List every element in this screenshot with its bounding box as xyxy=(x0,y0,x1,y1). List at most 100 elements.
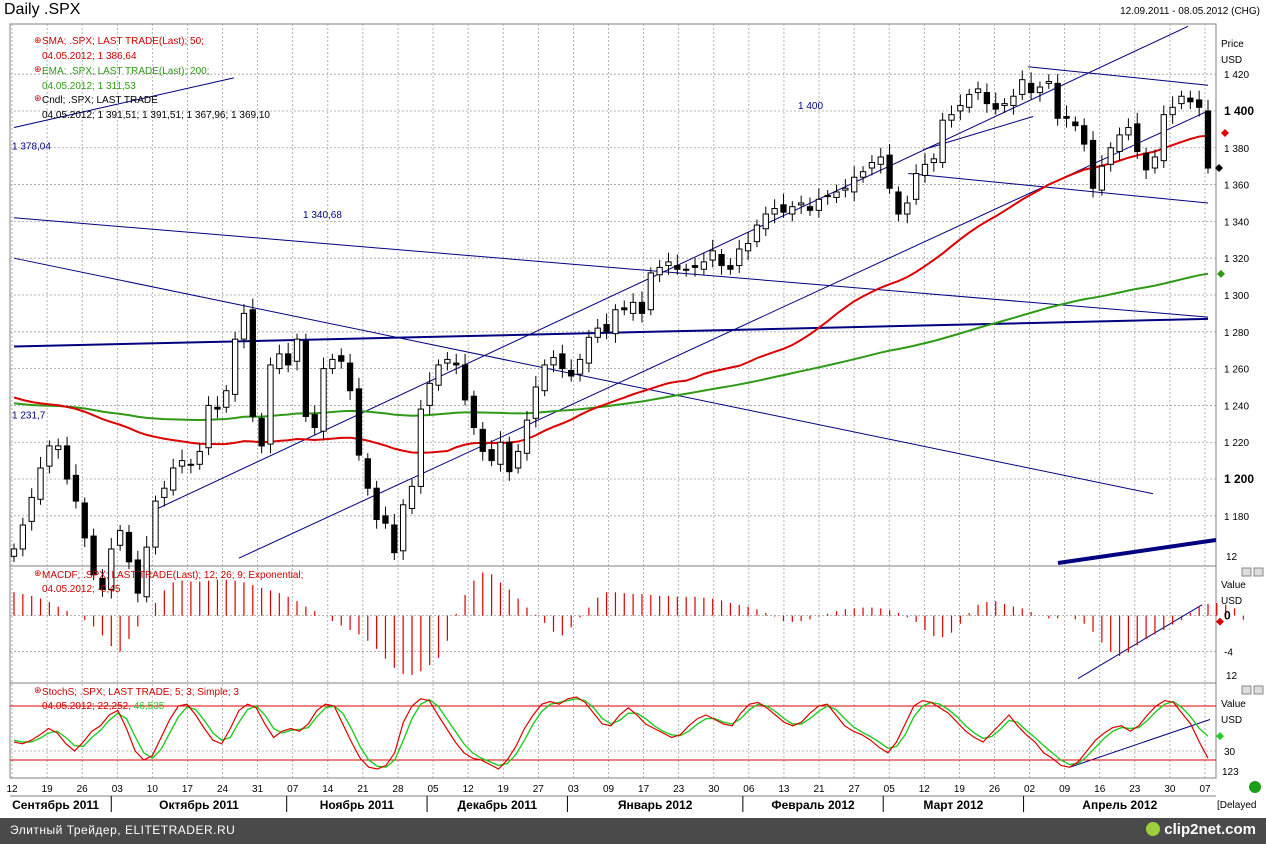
candle-body xyxy=(249,309,256,417)
candle xyxy=(957,94,964,121)
month-label: Апрель 2012 xyxy=(1082,798,1157,812)
legend-sma-icon[interactable]: ⊕ xyxy=(34,35,42,45)
candle-body xyxy=(1072,121,1079,127)
price-annotation: 1 378,04 xyxy=(12,141,51,152)
candle-body xyxy=(1054,82,1061,119)
x-tick-label: 09 xyxy=(1059,784,1071,795)
candle xyxy=(1187,90,1194,110)
price-tick-label: 1 380 xyxy=(1224,144,1249,155)
candle-body xyxy=(1160,114,1167,162)
candle-body xyxy=(170,467,177,491)
x-tick-label: 26 xyxy=(77,784,89,795)
trendline xyxy=(908,173,1209,204)
price-scale-mark[interactable]: 12 xyxy=(1226,552,1238,563)
candle xyxy=(55,438,62,459)
candle-body xyxy=(789,206,796,215)
candle xyxy=(904,195,911,224)
stoch-k-line xyxy=(13,696,1209,770)
trendline-strong xyxy=(1057,538,1217,565)
footer-source: Элитный Трейдер, ELITETRADER.RU xyxy=(10,823,236,837)
x-tick-label: 06 xyxy=(743,784,755,795)
candle xyxy=(1204,99,1212,174)
candle xyxy=(258,412,265,454)
candle-body xyxy=(718,254,725,267)
legend-stoch-icon[interactable]: ⊕ xyxy=(34,685,42,695)
candle-body xyxy=(435,364,442,386)
candle xyxy=(1169,96,1176,124)
candle-body xyxy=(753,224,761,243)
candle xyxy=(1196,90,1203,117)
candle-body xyxy=(355,388,363,456)
candle-body xyxy=(10,548,18,557)
stoch-scale-mark[interactable]: 123 xyxy=(1222,767,1239,778)
legend-cndl-icon[interactable]: ⊕ xyxy=(34,93,42,103)
candle-body xyxy=(461,364,469,401)
stoch-panel-controls[interactable] xyxy=(1241,685,1264,695)
x-tick-label: 17 xyxy=(182,784,194,795)
footer-brand[interactable]: clip2net.com xyxy=(1146,821,1256,838)
price-annotation: 1 231,7 xyxy=(12,411,46,422)
candle-body xyxy=(576,358,584,375)
ema-200-line xyxy=(13,272,1209,422)
x-tick-label: 19 xyxy=(954,784,966,795)
trendline xyxy=(13,217,1209,318)
x-tick-label: 30 xyxy=(708,784,720,795)
candle xyxy=(81,497,88,548)
candle xyxy=(541,359,548,397)
candle xyxy=(338,348,345,369)
candle xyxy=(789,201,796,222)
candle-body xyxy=(81,502,88,539)
candle-body xyxy=(1001,103,1008,106)
clip2net-logo-icon xyxy=(1146,822,1161,836)
candle-body xyxy=(514,450,522,469)
candle-body xyxy=(780,204,787,213)
candle xyxy=(63,436,71,485)
candle-body xyxy=(1107,147,1114,165)
candle xyxy=(72,464,80,509)
candle xyxy=(833,184,840,203)
candle-body xyxy=(744,242,752,252)
candle xyxy=(320,357,327,441)
candle xyxy=(1072,116,1079,132)
candle-body xyxy=(408,485,416,509)
candle xyxy=(196,444,203,470)
candle-body xyxy=(771,208,778,215)
candle-body xyxy=(983,92,991,105)
candle xyxy=(806,197,814,216)
candle xyxy=(1142,147,1150,180)
candle-body xyxy=(691,265,699,268)
price-axis-unit: USD xyxy=(1221,55,1242,66)
candle-body xyxy=(37,467,44,500)
candle-body xyxy=(824,195,831,198)
legend-stoch-k: 22,252 xyxy=(98,701,129,712)
candle-body xyxy=(674,265,681,270)
candle-body xyxy=(311,414,318,428)
candle xyxy=(134,550,141,603)
candle xyxy=(514,444,522,474)
chart-canvas[interactable]: 1 420 1 400 1 380 1 360 1 340 1 320 1 300 1 280… xyxy=(0,0,1266,818)
candle xyxy=(851,166,858,202)
candle xyxy=(231,331,239,402)
price-tick-label: 1 360 xyxy=(1224,181,1249,192)
candle-body xyxy=(886,154,893,189)
candle xyxy=(311,405,318,435)
candle-body xyxy=(1142,152,1150,171)
macd-scale-mark[interactable]: 12 xyxy=(1226,671,1238,682)
legend-macd-icon[interactable]: ⊕ xyxy=(34,568,42,578)
x-tick-label: 27 xyxy=(849,784,861,795)
candle-body xyxy=(762,213,769,230)
macd-panel-controls[interactable] xyxy=(1241,567,1264,577)
candle xyxy=(267,357,274,454)
chart-title: Daily .SPX xyxy=(4,1,81,18)
candle xyxy=(1134,112,1141,159)
candle xyxy=(161,480,168,507)
candle-body xyxy=(904,202,911,215)
legend-ema-icon[interactable]: ⊕ xyxy=(34,64,42,74)
macd-histogram xyxy=(13,572,1244,675)
month-label: Декабрь 2011 xyxy=(457,798,537,812)
x-tick-label: 21 xyxy=(357,784,369,795)
candle xyxy=(1116,127,1123,161)
candle xyxy=(771,199,778,224)
candle xyxy=(90,528,97,581)
